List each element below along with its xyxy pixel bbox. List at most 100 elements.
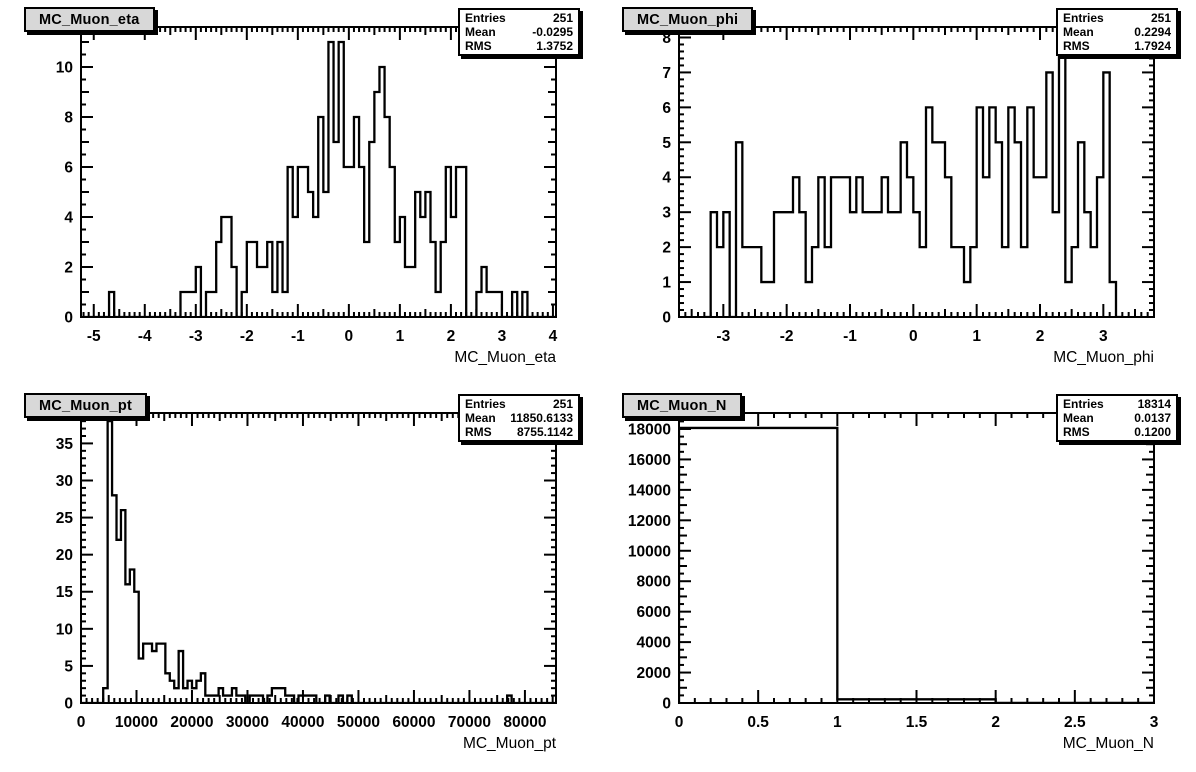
y-tick-label: 12000 — [628, 513, 671, 530]
stats-row-entries: Entries 251 — [460, 11, 578, 25]
x-tick-label: 60000 — [392, 714, 435, 731]
y-tick-label: 0 — [64, 310, 73, 327]
stats-row-rms: RMS 1.7924 — [1058, 39, 1176, 53]
x-tick-label: 2 — [1036, 328, 1045, 345]
x-tick-label: 1 — [833, 714, 842, 731]
pad-mc-muon-pt: 0 10000 20000 30000 40000 50000 60000 70000 8000… — [0, 386, 598, 772]
y-tick-label: 8000 — [637, 574, 671, 591]
stats-entries-label: Entries — [1063, 11, 1104, 25]
stats-row-rms: RMS 8755.1142 — [460, 425, 578, 439]
x-tick-label: 2 — [991, 714, 1000, 731]
histogram-canvas-phi: -3 -2 -1 0 1 2 3 0 1 2 3 4 5 6 7 8 MC_Muon_phi — [662, 26, 1155, 366]
y-tick-label: 0 — [662, 696, 671, 713]
stats-mean-label: Mean — [465, 25, 496, 39]
x-tick-label: 80000 — [503, 714, 546, 731]
histogram-title: MC_Muon_phi — [637, 11, 739, 28]
x-tick-label: 70000 — [448, 714, 491, 731]
x-tick-label: 0 — [909, 328, 918, 345]
stats-row-rms: RMS 0.1200 — [1058, 425, 1176, 439]
stats-box: Entries 18314 Mean 0.0137 RMS 0.1200 — [1056, 394, 1178, 442]
y-tick-label: 20 — [56, 547, 73, 564]
stats-entries-value: 251 — [552, 397, 573, 411]
x-tick-label: 50000 — [337, 714, 380, 731]
stats-mean-label: Mean — [1063, 411, 1094, 425]
x-tick-label: 2 — [447, 328, 456, 345]
pad-mc-muon-eta: -5 -4 -3 -2 -1 0 1 2 3 4 0 2 4 6 8 10 MC_Muon_eta MC_Muo… — [0, 0, 598, 386]
stats-entries-label: Entries — [465, 11, 506, 25]
x-tick-label: -4 — [138, 328, 152, 345]
plot-frame — [80, 26, 557, 318]
stats-entries-label: Entries — [465, 397, 506, 411]
histogram-canvas-n: 0 0.5 1 1.5 2 2.5 3 0 2000 4000 6000 8000 10000 12000… — [628, 412, 1159, 752]
histogram-title-box: MC_Muon_eta — [24, 7, 155, 32]
plot-frame — [678, 412, 1155, 704]
x-axis-title: MC_Muon_phi — [1053, 349, 1154, 366]
axis-ticks — [80, 412, 556, 704]
histogram-line — [83, 40, 556, 317]
stats-row-entries: Entries 251 — [1058, 11, 1176, 25]
y-tick-label: 5 — [662, 135, 671, 152]
x-tick-labels: 0 0.5 1 1.5 2 2.5 3 — [675, 714, 1159, 731]
x-tick-label: -2 — [780, 328, 794, 345]
y-tick-labels: 0 5 10 15 20 25 30 35 — [56, 436, 74, 713]
histogram-canvas-eta: -5 -4 -3 -2 -1 0 1 2 3 4 0 2 4 6 8 10 MC_Muon_eta — [56, 26, 558, 366]
y-tick-labels: 0 2000 4000 6000 8000 10000 12000 14000 16000 180… — [628, 421, 671, 712]
histogram-line — [81, 420, 556, 703]
x-tick-label: -5 — [87, 328, 101, 345]
stats-rms-label: RMS — [1063, 39, 1090, 53]
x-tick-labels: -3 -2 -1 0 1 2 3 — [716, 328, 1108, 345]
y-tick-label: 15 — [56, 584, 74, 601]
stats-entries-value: 251 — [552, 11, 573, 25]
x-tick-label: 2.5 — [1064, 714, 1086, 731]
stats-row-entries: Entries 18314 — [1058, 397, 1176, 411]
stats-rms-value: 0.1200 — [1134, 425, 1171, 439]
stats-mean-value: -0.0295 — [532, 25, 573, 39]
stats-rms-label: RMS — [465, 425, 492, 439]
y-tick-label: 4 — [64, 210, 73, 227]
x-tick-label: 1.5 — [906, 714, 928, 731]
y-tick-label: 10000 — [628, 543, 671, 560]
x-tick-label: 3 — [498, 328, 507, 345]
pad-mc-muon-phi: -3 -2 -1 0 1 2 3 0 1 2 3 4 5 6 7 8 MC_Muon_phi MC_Muon_p… — [598, 0, 1196, 386]
x-tick-label: 0 — [77, 714, 86, 731]
x-tick-label: 0 — [345, 328, 354, 345]
y-tick-label: 30 — [56, 473, 73, 490]
y-tick-label: 14000 — [628, 482, 671, 499]
histogram-canvas-pt: 0 10000 20000 30000 40000 50000 60000 70000 8000… — [56, 412, 557, 752]
y-tick-label: 0 — [64, 696, 73, 713]
histogram-title: MC_Muon_N — [637, 397, 727, 414]
y-tick-label: 5 — [64, 658, 73, 675]
stats-mean-value: 0.0137 — [1134, 411, 1171, 425]
histogram-title-box: MC_Muon_N — [622, 393, 742, 418]
x-tick-labels: -5 -4 -3 -2 -1 0 1 2 3 4 — [87, 328, 558, 345]
stats-mean-label: Mean — [1063, 25, 1094, 39]
x-tick-label: -2 — [240, 328, 254, 345]
histogram-title: MC_Muon_eta — [39, 11, 140, 28]
y-tick-label: 6000 — [637, 604, 671, 621]
x-tick-label: 0.5 — [747, 714, 769, 731]
y-tick-label: 1 — [662, 275, 671, 292]
histogram-line — [679, 426, 1154, 703]
stats-row-mean: Mean 11850.6133 — [460, 411, 578, 425]
stats-mean-value: 11850.6133 — [510, 411, 573, 425]
y-tick-label: 6 — [662, 100, 671, 117]
x-axis-title: MC_Muon_N — [1063, 735, 1154, 752]
histogram-line — [704, 36, 1123, 317]
stats-mean-value: 0.2294 — [1134, 25, 1171, 39]
x-tick-label: 30000 — [226, 714, 269, 731]
x-axis-title: MC_Muon_eta — [454, 349, 556, 366]
stats-rms-value: 1.7924 — [1134, 39, 1171, 53]
y-tick-label: 0 — [662, 310, 671, 327]
y-tick-label: 8 — [64, 110, 73, 127]
stats-rms-label: RMS — [1063, 425, 1090, 439]
histogram-title: MC_Muon_pt — [39, 397, 133, 414]
stats-row-mean: Mean 0.0137 — [1058, 411, 1176, 425]
y-tick-labels: 0 2 4 6 8 10 — [56, 60, 74, 327]
stats-row-mean: Mean 0.2294 — [1058, 25, 1176, 39]
y-tick-label: 6 — [64, 160, 73, 177]
histogram-title-box: MC_Muon_phi — [622, 7, 754, 32]
y-tick-label: 2000 — [637, 665, 671, 682]
x-tick-label: 1 — [396, 328, 405, 345]
x-tick-label: -1 — [843, 328, 857, 345]
axis-ticks — [678, 27, 1155, 318]
